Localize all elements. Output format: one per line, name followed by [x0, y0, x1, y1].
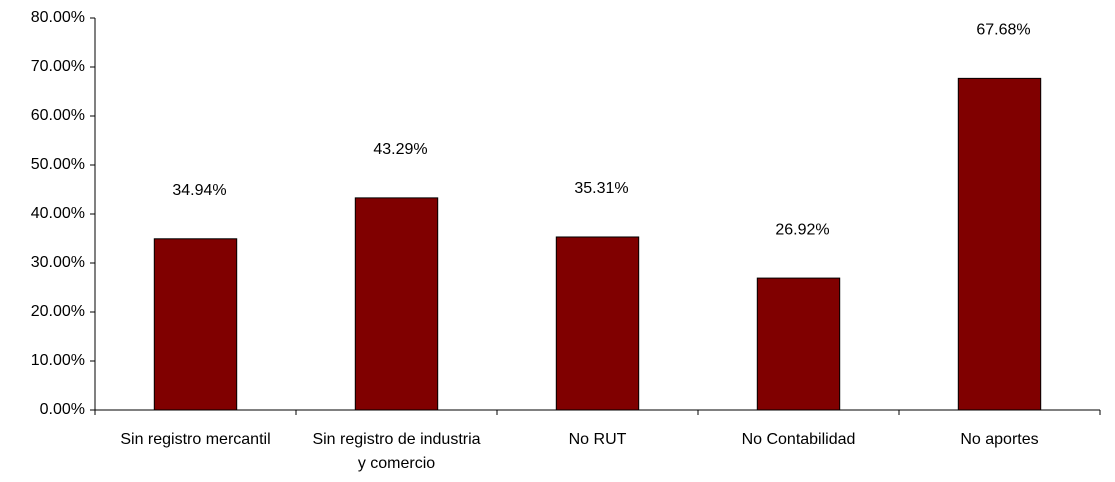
bar: [957, 77, 1042, 411]
y-tick-label: 20.00%: [31, 303, 85, 320]
bar: [555, 236, 640, 411]
y-tick-label: 50.00%: [31, 156, 85, 173]
data-label: 34.94%: [172, 182, 226, 199]
data-label: 43.29%: [373, 141, 427, 158]
bar: [756, 277, 841, 411]
y-tick-label: 10.00%: [31, 352, 85, 369]
data-label: 35.31%: [574, 180, 628, 197]
y-tick-label: 70.00%: [31, 58, 85, 75]
x-tick-label: No Contabilidad: [741, 431, 856, 448]
y-tick-label: 60.00%: [31, 107, 85, 124]
bar: [354, 197, 439, 411]
x-tick-label: No aportes: [960, 431, 1039, 448]
data-label: 67.68%: [976, 22, 1030, 39]
data-label: 26.92%: [775, 221, 829, 238]
bar: [153, 238, 238, 411]
y-tick-label: 30.00%: [31, 254, 85, 271]
y-tick-label: 80.00%: [31, 9, 85, 26]
y-tick-label: 40.00%: [31, 205, 85, 222]
x-tick-label: Sin registro mercantil: [120, 431, 271, 448]
x-tick-label: Sin registro de industria y comercio: [312, 431, 481, 472]
y-tick-label: 0.00%: [40, 401, 85, 418]
x-tick-label: No RUT: [568, 431, 627, 448]
